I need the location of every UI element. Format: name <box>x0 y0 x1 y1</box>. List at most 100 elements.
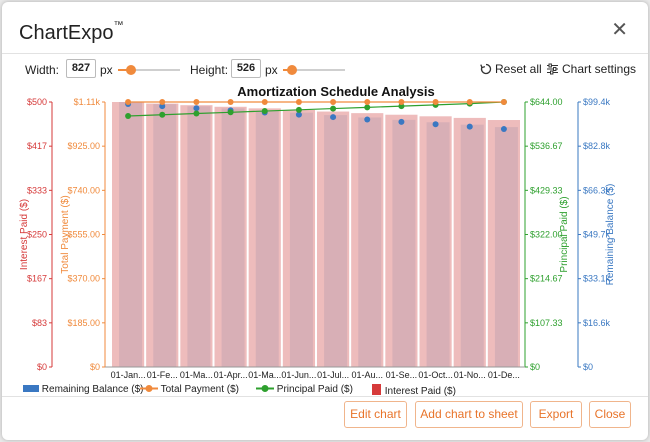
edit-chart-button[interactable]: Edit chart <box>344 401 407 428</box>
axis-tick-label: $0 <box>530 362 540 372</box>
close-button[interactable]: Close <box>589 401 631 428</box>
width-input[interactable]: 827 <box>66 59 96 78</box>
axis-title: Total Payment ($) <box>60 195 71 273</box>
axis-title: Remaining Balance ($) <box>605 184 616 286</box>
axis-tick-label: $0 <box>37 362 47 372</box>
chart-settings-button[interactable]: Chart settings <box>546 62 636 76</box>
x-tick-label: 01-Ma... <box>248 370 281 380</box>
balance-point <box>295 111 302 118</box>
width-slider-knob[interactable] <box>126 65 136 75</box>
header-divider <box>2 53 648 54</box>
axis-tick-label: $536.67 <box>530 141 563 151</box>
footer-divider <box>2 396 648 397</box>
total-point <box>466 99 473 105</box>
chart-title: Amortization Schedule Analysis <box>237 84 434 99</box>
settings-sliders-icon <box>547 63 558 75</box>
axis-title: Interest Paid ($) <box>19 199 30 270</box>
toolbar: Width: 827 px Height: 526 px Reset all C… <box>2 58 648 80</box>
legend-swatch-principal <box>256 385 274 392</box>
principal-point <box>125 112 132 119</box>
legend-label-principal: Principal Paid ($) <box>276 384 353 395</box>
interest-bar <box>385 114 418 367</box>
legend-item-total[interactable]: Total Payment ($) <box>140 384 239 395</box>
total-point <box>364 99 371 105</box>
interest-bar <box>419 116 452 367</box>
height-slider[interactable] <box>283 65 345 75</box>
x-tick-labels: 01-Jan... 01-Fe... 01-Ma... 01-Apr... 01-Ma.… <box>111 370 520 380</box>
total-point <box>432 99 439 105</box>
legend-item-principal[interactable]: Principal Paid ($) <box>256 384 353 395</box>
axis-tick-label: $644.00 <box>530 97 563 107</box>
balance-point <box>364 116 371 123</box>
axis-tick-label: $370.00 <box>67 274 100 284</box>
export-button[interactable]: Export <box>530 401 582 428</box>
reset-all-button[interactable]: Reset all <box>480 62 542 76</box>
width-unit: px <box>100 63 113 77</box>
x-tick-label: 01-Jul... <box>317 370 349 380</box>
axis-tick-label: $0 <box>90 362 100 372</box>
axis-tick-label: $66.3k <box>583 185 611 195</box>
height-slider-knob[interactable] <box>287 65 297 75</box>
axis-tick-label: $82.8k <box>583 141 611 151</box>
axis-tick-label: $107.33 <box>530 318 563 328</box>
balance-point <box>432 121 439 128</box>
legend-item-balance[interactable]: Remaining Balance ($) <box>23 384 144 395</box>
axis-tick-label: $0 <box>583 362 593 372</box>
width-slider-fill <box>118 69 128 71</box>
interest-bar <box>453 117 486 368</box>
interest-bar <box>317 111 350 367</box>
interest-bar <box>351 113 384 367</box>
axis-tick-label: $16.6k <box>583 318 611 328</box>
axis-tick-label: $429.33 <box>530 185 563 195</box>
principal-line <box>128 101 504 117</box>
x-tick-label: 01-Jun... <box>281 370 316 380</box>
axis-tick-label: $417 <box>27 141 47 151</box>
principal-point <box>295 106 302 113</box>
balance-point <box>330 114 337 121</box>
x-tick-label: 01-Fe... <box>147 370 178 380</box>
axis-tick-label: $333 <box>27 185 47 195</box>
add-chart-to-sheet-button[interactable]: Add chart to sheet <box>415 401 523 428</box>
amortization-chart: Amortization Schedule Analysis $0 $83 $167… <box>19 84 616 380</box>
x-tick-label: 01-Jan... <box>111 370 146 380</box>
interest-bar <box>487 120 520 368</box>
x-tick-label: 01-No... <box>454 370 486 380</box>
legend-label-balance: Remaining Balance ($) <box>41 384 144 395</box>
height-input[interactable]: 526 <box>231 59 261 78</box>
interest-bar <box>112 102 145 367</box>
legend-label-interest: Interest Paid ($) <box>384 386 456 397</box>
axis-tick-label: $925.00 <box>67 141 100 151</box>
axis-tick-label: $250 <box>27 230 47 240</box>
axis-tick-label: $185.00 <box>67 318 100 328</box>
balance-point <box>159 103 166 110</box>
total-point <box>125 99 132 105</box>
balance-point <box>193 105 200 112</box>
x-tick-label: 01-Apr... <box>214 370 248 380</box>
close-icon[interactable]: ✕ <box>611 19 628 41</box>
footer: Edit chart Add chart to sheet Export Clo… <box>0 398 650 438</box>
x-tick-label: 01-Se... <box>386 370 418 380</box>
chart-settings-label: Chart settings <box>562 62 637 76</box>
axis-tick-label: $740.00 <box>67 185 100 195</box>
width-label: Width: <box>25 63 60 77</box>
axis-tick-label: $49.7k <box>583 230 611 240</box>
bars-layer <box>112 102 520 368</box>
legend-swatch-total <box>140 385 158 392</box>
total-point <box>193 99 200 105</box>
reset-label: Reset all <box>495 62 542 76</box>
interest-bar <box>282 109 315 367</box>
principal-point <box>227 109 234 116</box>
principal-point <box>159 111 166 118</box>
reset-icon <box>480 63 492 75</box>
legend-item-interest[interactable]: Interest Paid ($) <box>372 384 456 397</box>
total-point <box>500 99 507 105</box>
balance-point <box>466 123 473 130</box>
width-slider[interactable] <box>118 65 180 75</box>
x-tick-label: 01-De... <box>488 370 520 380</box>
principal-point <box>261 108 268 115</box>
interest-bar <box>248 108 281 368</box>
principal-point <box>398 103 405 110</box>
legend-label-total: Total Payment ($) <box>160 384 239 395</box>
interest-bar <box>214 106 247 368</box>
total-point <box>159 99 166 105</box>
